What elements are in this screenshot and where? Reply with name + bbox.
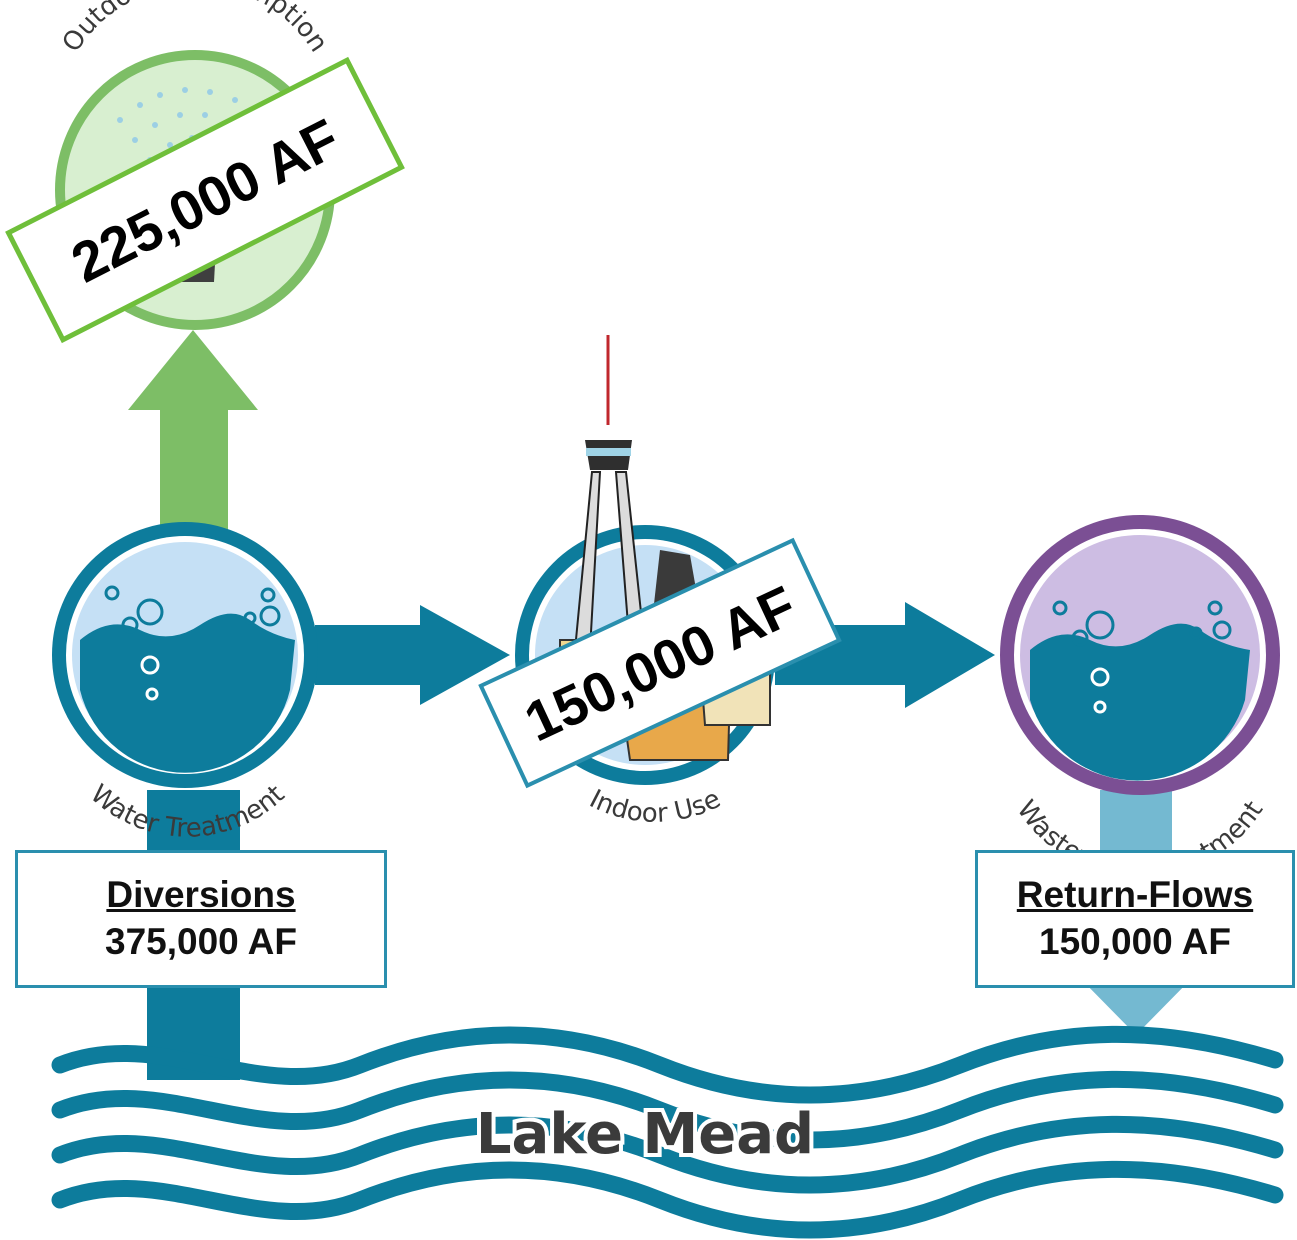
water-treatment-node — [52, 522, 318, 788]
outdoor-consumption-label: Outdoor Consumption — [57, 0, 334, 58]
return-flows-box: Return-Flows 150,000 AF — [975, 850, 1295, 988]
wastewater-treatment-node — [1000, 515, 1280, 795]
return-flows-amount: 150,000 AF — [1039, 918, 1231, 966]
diversions-box: Diversions 375,000 AF — [15, 850, 387, 988]
diversions-amount: 375,000 AF — [105, 918, 297, 966]
indoor-use-label: Indoor Use — [585, 784, 726, 829]
arrow-to-outdoor — [128, 330, 258, 535]
lake-mead-label: Lake Mead — [476, 1102, 814, 1167]
return-flows-heading: Return-Flows — [1017, 872, 1253, 918]
diversions-heading: Diversions — [106, 872, 295, 918]
